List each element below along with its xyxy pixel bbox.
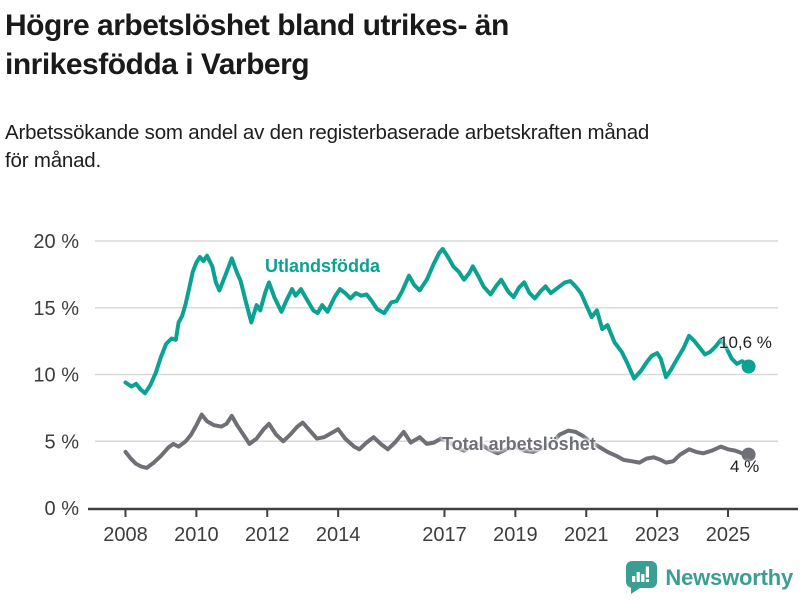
series-label-utlandsfodda: Utlandsfödda xyxy=(265,256,380,276)
svg-text:2017: 2017 xyxy=(422,524,467,546)
svg-text:2008: 2008 xyxy=(103,524,148,546)
svg-text:15 %: 15 % xyxy=(33,298,79,320)
svg-text:2021: 2021 xyxy=(564,524,609,546)
bar-chart-speech-bubble-icon xyxy=(626,561,658,594)
x-axis: 2008 2010 2012 2014 2017 2019 2021 2023 2025 xyxy=(88,507,798,546)
title-line-1: Högre arbetslöshet bland utrikes- än xyxy=(5,9,509,42)
newsworthy-logo: Newsworthy xyxy=(626,561,793,594)
subtitle-line-2: för månad. xyxy=(5,149,101,172)
svg-text:10 %: 10 % xyxy=(33,365,79,387)
gridlines xyxy=(95,240,778,442)
subtitle-line-1: Arbetssökande som andel av den registerb… xyxy=(5,121,650,144)
newsworthy-wordmark: Newsworthy xyxy=(665,564,793,590)
svg-text:2014: 2014 xyxy=(316,524,361,546)
chart-subtitle: Arbetssökande som andel av den registerb… xyxy=(5,119,649,175)
end-value-label-total: 4 % xyxy=(730,457,760,476)
series-label-total-arbetsloshet: Total arbetslöshet xyxy=(442,434,596,454)
svg-text:2019: 2019 xyxy=(493,524,538,546)
svg-text:5 %: 5 % xyxy=(45,431,80,453)
page-title: Högre arbetslöshet bland utrikes- än inr… xyxy=(5,6,509,84)
svg-text:2010: 2010 xyxy=(174,524,219,546)
svg-text:2025: 2025 xyxy=(706,524,751,546)
end-value-label-utlandsfodda: 10,6 % xyxy=(719,333,772,352)
svg-text:0 %: 0 % xyxy=(45,498,80,520)
svg-text:2012: 2012 xyxy=(245,524,290,546)
series-end-dots xyxy=(741,359,756,462)
svg-text:2023: 2023 xyxy=(635,524,680,546)
title-line-2: inrikesfödda i Varberg xyxy=(5,48,310,81)
series-lines xyxy=(123,247,751,470)
y-axis-labels: 0 % 5 % 10 % 15 % 20 % xyxy=(33,231,79,520)
svg-text:20 %: 20 % xyxy=(33,231,79,253)
